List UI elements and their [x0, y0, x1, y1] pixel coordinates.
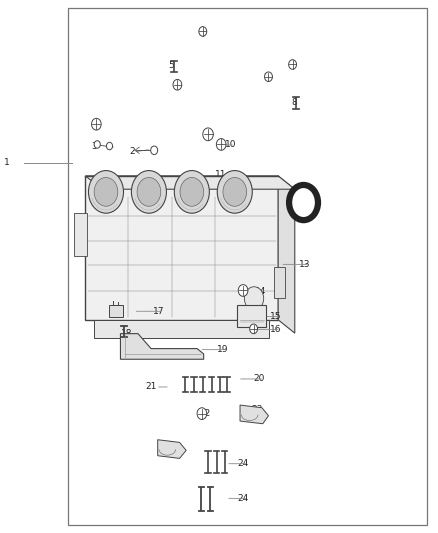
Circle shape — [151, 146, 158, 155]
Text: 16: 16 — [270, 325, 282, 334]
Circle shape — [223, 177, 247, 206]
Circle shape — [197, 408, 207, 419]
Circle shape — [94, 177, 118, 206]
Text: 3: 3 — [91, 142, 97, 150]
Text: 6: 6 — [198, 28, 204, 36]
Circle shape — [244, 287, 264, 310]
Text: 15: 15 — [270, 312, 282, 321]
Text: 11: 11 — [215, 171, 226, 179]
Bar — [74, 213, 87, 256]
Polygon shape — [278, 176, 295, 333]
Circle shape — [92, 118, 101, 130]
Polygon shape — [240, 405, 268, 424]
Circle shape — [137, 177, 161, 206]
Text: 7: 7 — [264, 73, 269, 82]
Text: 24: 24 — [238, 494, 249, 503]
Text: 1: 1 — [4, 158, 10, 167]
Circle shape — [289, 60, 297, 69]
Polygon shape — [85, 176, 295, 189]
Circle shape — [173, 79, 182, 90]
Text: 5: 5 — [169, 61, 174, 69]
Bar — [94, 320, 269, 338]
FancyBboxPatch shape — [109, 305, 123, 317]
Bar — [85, 176, 278, 320]
Text: 25: 25 — [164, 441, 175, 449]
Text: 20: 20 — [254, 375, 265, 383]
Polygon shape — [158, 440, 186, 458]
Circle shape — [238, 285, 248, 296]
Text: 18: 18 — [121, 329, 133, 337]
Circle shape — [106, 142, 113, 150]
Circle shape — [203, 128, 213, 141]
Text: 4: 4 — [94, 121, 100, 130]
FancyBboxPatch shape — [237, 305, 266, 327]
Text: 6: 6 — [288, 61, 294, 69]
Circle shape — [199, 27, 207, 36]
Text: 17: 17 — [153, 307, 165, 316]
Text: 9: 9 — [205, 131, 211, 139]
Bar — [274, 266, 285, 298]
Circle shape — [217, 171, 252, 213]
Text: 21: 21 — [145, 383, 157, 391]
Text: 10: 10 — [225, 141, 236, 149]
Text: 23: 23 — [251, 406, 263, 414]
Circle shape — [250, 324, 258, 334]
Text: 8: 8 — [292, 98, 297, 107]
Text: 19: 19 — [217, 345, 228, 354]
Text: 4: 4 — [173, 81, 179, 90]
Circle shape — [174, 171, 209, 213]
Circle shape — [180, 177, 204, 206]
Circle shape — [265, 72, 272, 82]
Circle shape — [289, 185, 318, 220]
Text: 24: 24 — [238, 459, 249, 468]
Text: 13: 13 — [299, 260, 311, 269]
Text: 14: 14 — [255, 287, 267, 295]
Text: 22: 22 — [200, 409, 211, 418]
Text: 12: 12 — [307, 189, 318, 198]
Text: 2: 2 — [129, 148, 135, 156]
Bar — [68, 8, 427, 525]
Polygon shape — [120, 334, 204, 359]
Circle shape — [88, 171, 124, 213]
Circle shape — [94, 141, 100, 148]
Circle shape — [216, 139, 226, 150]
Circle shape — [131, 171, 166, 213]
